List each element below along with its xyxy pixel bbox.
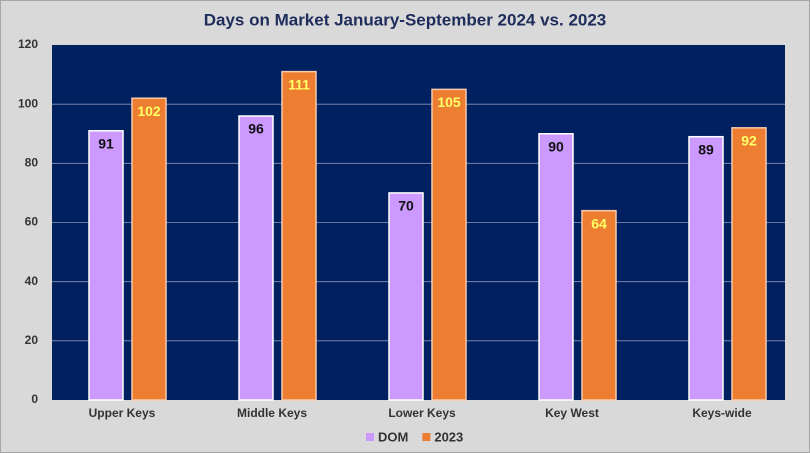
bar bbox=[688, 135, 724, 401]
x-tick-label: Upper Keys bbox=[89, 406, 156, 420]
y-tick-label: 40 bbox=[25, 274, 39, 288]
bar bbox=[281, 70, 317, 401]
data-label: 90 bbox=[548, 138, 564, 154]
bar bbox=[538, 133, 574, 401]
y-tick-label: 100 bbox=[18, 96, 38, 110]
legend-swatch bbox=[422, 433, 431, 441]
data-label: 64 bbox=[591, 215, 607, 231]
data-label: 89 bbox=[698, 141, 714, 157]
bar bbox=[88, 130, 124, 401]
bar bbox=[731, 127, 767, 401]
data-label: 111 bbox=[288, 76, 310, 92]
data-label: 92 bbox=[741, 133, 757, 149]
y-tick-label: 20 bbox=[25, 333, 39, 347]
y-tick-label: 120 bbox=[18, 37, 38, 51]
legend-label: DOM bbox=[378, 429, 408, 444]
bar bbox=[431, 88, 467, 401]
x-tick-label: Middle Keys bbox=[237, 406, 307, 420]
data-label: 96 bbox=[248, 121, 264, 137]
legend-label: 2023 bbox=[434, 429, 463, 444]
x-tick-label: Lower Keys bbox=[388, 406, 456, 420]
x-tick-label: Keys-wide bbox=[692, 406, 752, 420]
bar bbox=[388, 192, 424, 401]
data-label: 102 bbox=[137, 103, 161, 119]
data-label: 105 bbox=[437, 94, 461, 110]
x-tick-label: Key West bbox=[545, 406, 599, 420]
legend-swatch bbox=[366, 433, 374, 441]
y-tick-label: 0 bbox=[31, 392, 38, 406]
y-tick-label: 60 bbox=[25, 215, 39, 229]
y-tick-label: 80 bbox=[25, 156, 39, 170]
bar bbox=[581, 209, 617, 401]
chart-title: Days on Market January-September 2024 vs… bbox=[204, 10, 607, 29]
data-label: 70 bbox=[398, 198, 414, 214]
bar bbox=[238, 115, 274, 401]
bar bbox=[131, 97, 167, 401]
data-label: 91 bbox=[98, 135, 114, 151]
